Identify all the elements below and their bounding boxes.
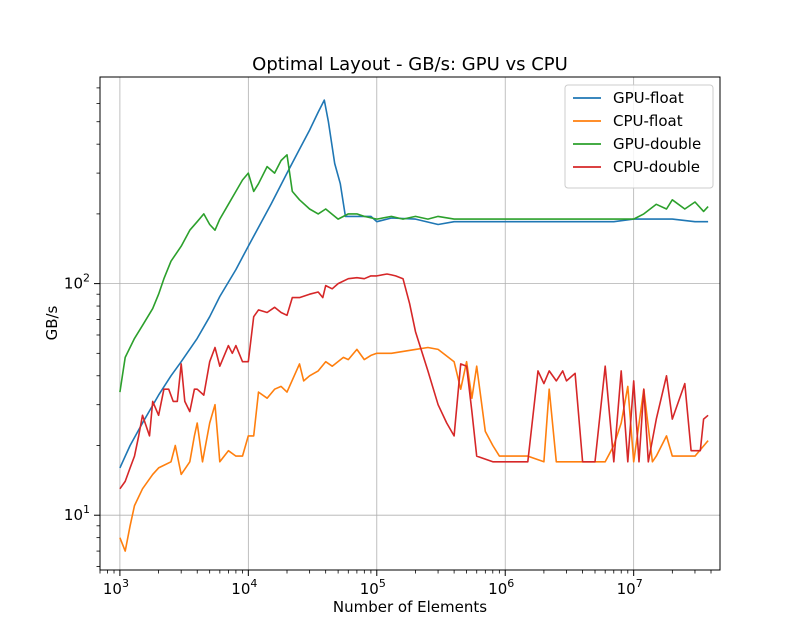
series-line-cpu-float (119, 346, 709, 552)
plot-frame (99, 76, 721, 571)
legend: GPU-float CPU-float GPU-double CPU-double (564, 84, 714, 189)
tick-layer: 103 104 105 106 107 101 102 (64, 87, 712, 598)
y-tick-label: 102 (64, 272, 90, 293)
x-tick-label: 107 (617, 577, 643, 598)
legend-box (564, 84, 714, 189)
x-tick-label: 105 (360, 577, 386, 598)
legend-label: GPU-double (613, 135, 701, 153)
x-tick-label: 104 (231, 577, 257, 598)
chart-title: Optimal Layout - GB/s: GPU vs CPU (252, 54, 568, 75)
series-line-gpu-float (119, 99, 709, 469)
series-line-cpu-double (119, 273, 709, 490)
y-axis-label: GB/s (43, 305, 61, 340)
series-line-gpu-double (119, 154, 709, 393)
legend-label: CPU-double (613, 158, 700, 176)
x-axis-label: Number of Elements (333, 598, 487, 616)
x-tick-label: 103 (103, 577, 129, 598)
y-tick-label: 101 (64, 503, 90, 524)
legend-label: GPU-float (613, 89, 684, 107)
grid-layer (100, 77, 720, 570)
x-tick-label: 106 (488, 577, 514, 598)
series-layer (119, 99, 709, 552)
legend-label: CPU-float (613, 112, 683, 130)
